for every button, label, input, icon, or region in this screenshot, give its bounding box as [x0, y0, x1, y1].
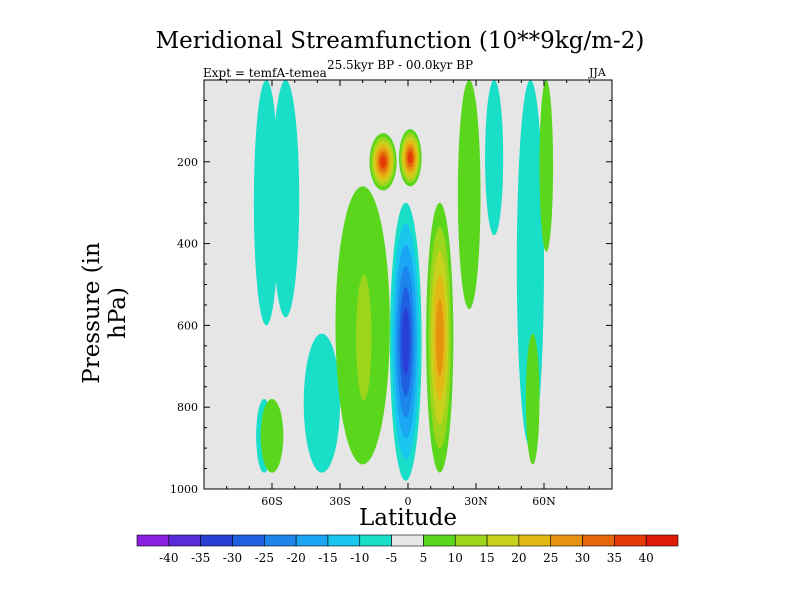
contour-blob-10-4 — [435, 299, 444, 377]
colorbar-swatch — [518, 534, 552, 547]
colorbar-label: 35 — [607, 551, 622, 565]
x-tick-label: 60N — [532, 495, 556, 508]
contour-blob-8-6 — [407, 151, 413, 164]
colorbar-label: -30 — [223, 551, 242, 565]
colorbar-label: -5 — [386, 551, 398, 565]
y-tick-label: 800 — [177, 401, 198, 414]
x-tick-label: 30S — [329, 495, 351, 508]
colorbar-label: 40 — [639, 551, 654, 565]
y-axis-label: Pressure (in hPa) — [79, 242, 131, 384]
colorbar-label: 10 — [448, 551, 463, 565]
contour-blob-11-0 — [457, 80, 481, 310]
colorbar-label: -40 — [159, 551, 178, 565]
colorbar-label: -10 — [350, 551, 369, 565]
colorbar-swatch — [327, 534, 361, 547]
colorbar-swatch — [168, 534, 201, 547]
colorbar-label: 30 — [575, 551, 590, 565]
season-label: JJA — [589, 66, 606, 79]
y-tick-label: 600 — [177, 319, 198, 332]
colorbar-swatch — [486, 534, 520, 547]
colorbar-label: 25 — [543, 551, 558, 565]
colorbar-swatch — [614, 534, 647, 547]
colorbar-swatch — [423, 534, 456, 547]
colorbar-swatch — [295, 534, 329, 547]
colorbar-label: 5 — [420, 551, 428, 565]
x-tick-label: 60S — [261, 495, 283, 508]
colorbar-swatch — [263, 534, 297, 547]
colorbar-label: 20 — [511, 551, 526, 565]
colorbar-label: 15 — [479, 551, 494, 565]
contour-blob-14-0 — [539, 80, 554, 252]
chart-title: Meridional Streamfunction (10**9kg/m-2) — [155, 28, 645, 54]
x-axis-label: Latitude — [359, 505, 457, 531]
colorbar-label: -35 — [191, 551, 210, 565]
colorbar-label: -20 — [286, 551, 305, 565]
colorbar-swatch — [645, 534, 679, 547]
contour-blob-1-0 — [272, 80, 300, 318]
colorbar-label: -15 — [318, 551, 337, 565]
experiment-label: Expt = temfA-temea — [203, 66, 327, 80]
colorbar-swatch — [550, 534, 583, 547]
contour-blob-3-0 — [303, 333, 340, 473]
colorbar-label: -25 — [255, 551, 274, 565]
x-tick-label: 0 — [405, 495, 412, 508]
contour-blob-6-1 — [356, 274, 372, 401]
contour-blob-15-0 — [525, 333, 540, 465]
chart-subtitle: 25.5kyr BP - 00.0kyr BP — [326, 58, 474, 72]
x-tick-label: 30N — [464, 495, 488, 508]
colorbar-swatch — [200, 534, 233, 547]
contour-blob-12-0 — [485, 80, 504, 236]
colorbar-swatch — [391, 534, 424, 547]
y-tick-label: 1000 — [170, 483, 198, 496]
contour-blob-0-0 — [253, 80, 279, 326]
colorbar-swatch — [582, 534, 615, 547]
colorbar-swatch — [454, 534, 488, 547]
y-tick-label: 400 — [177, 238, 198, 251]
colorbar-swatch — [136, 534, 170, 547]
contour-blob-4-0 — [260, 399, 284, 473]
contour-blob-7-6 — [380, 155, 386, 168]
contour-fields — [253, 80, 554, 481]
colorbar-swatch — [232, 534, 265, 547]
y-tick-label: 200 — [177, 156, 198, 169]
colorbar-swatch — [359, 534, 392, 547]
contour-blob-9-5 — [401, 308, 410, 376]
